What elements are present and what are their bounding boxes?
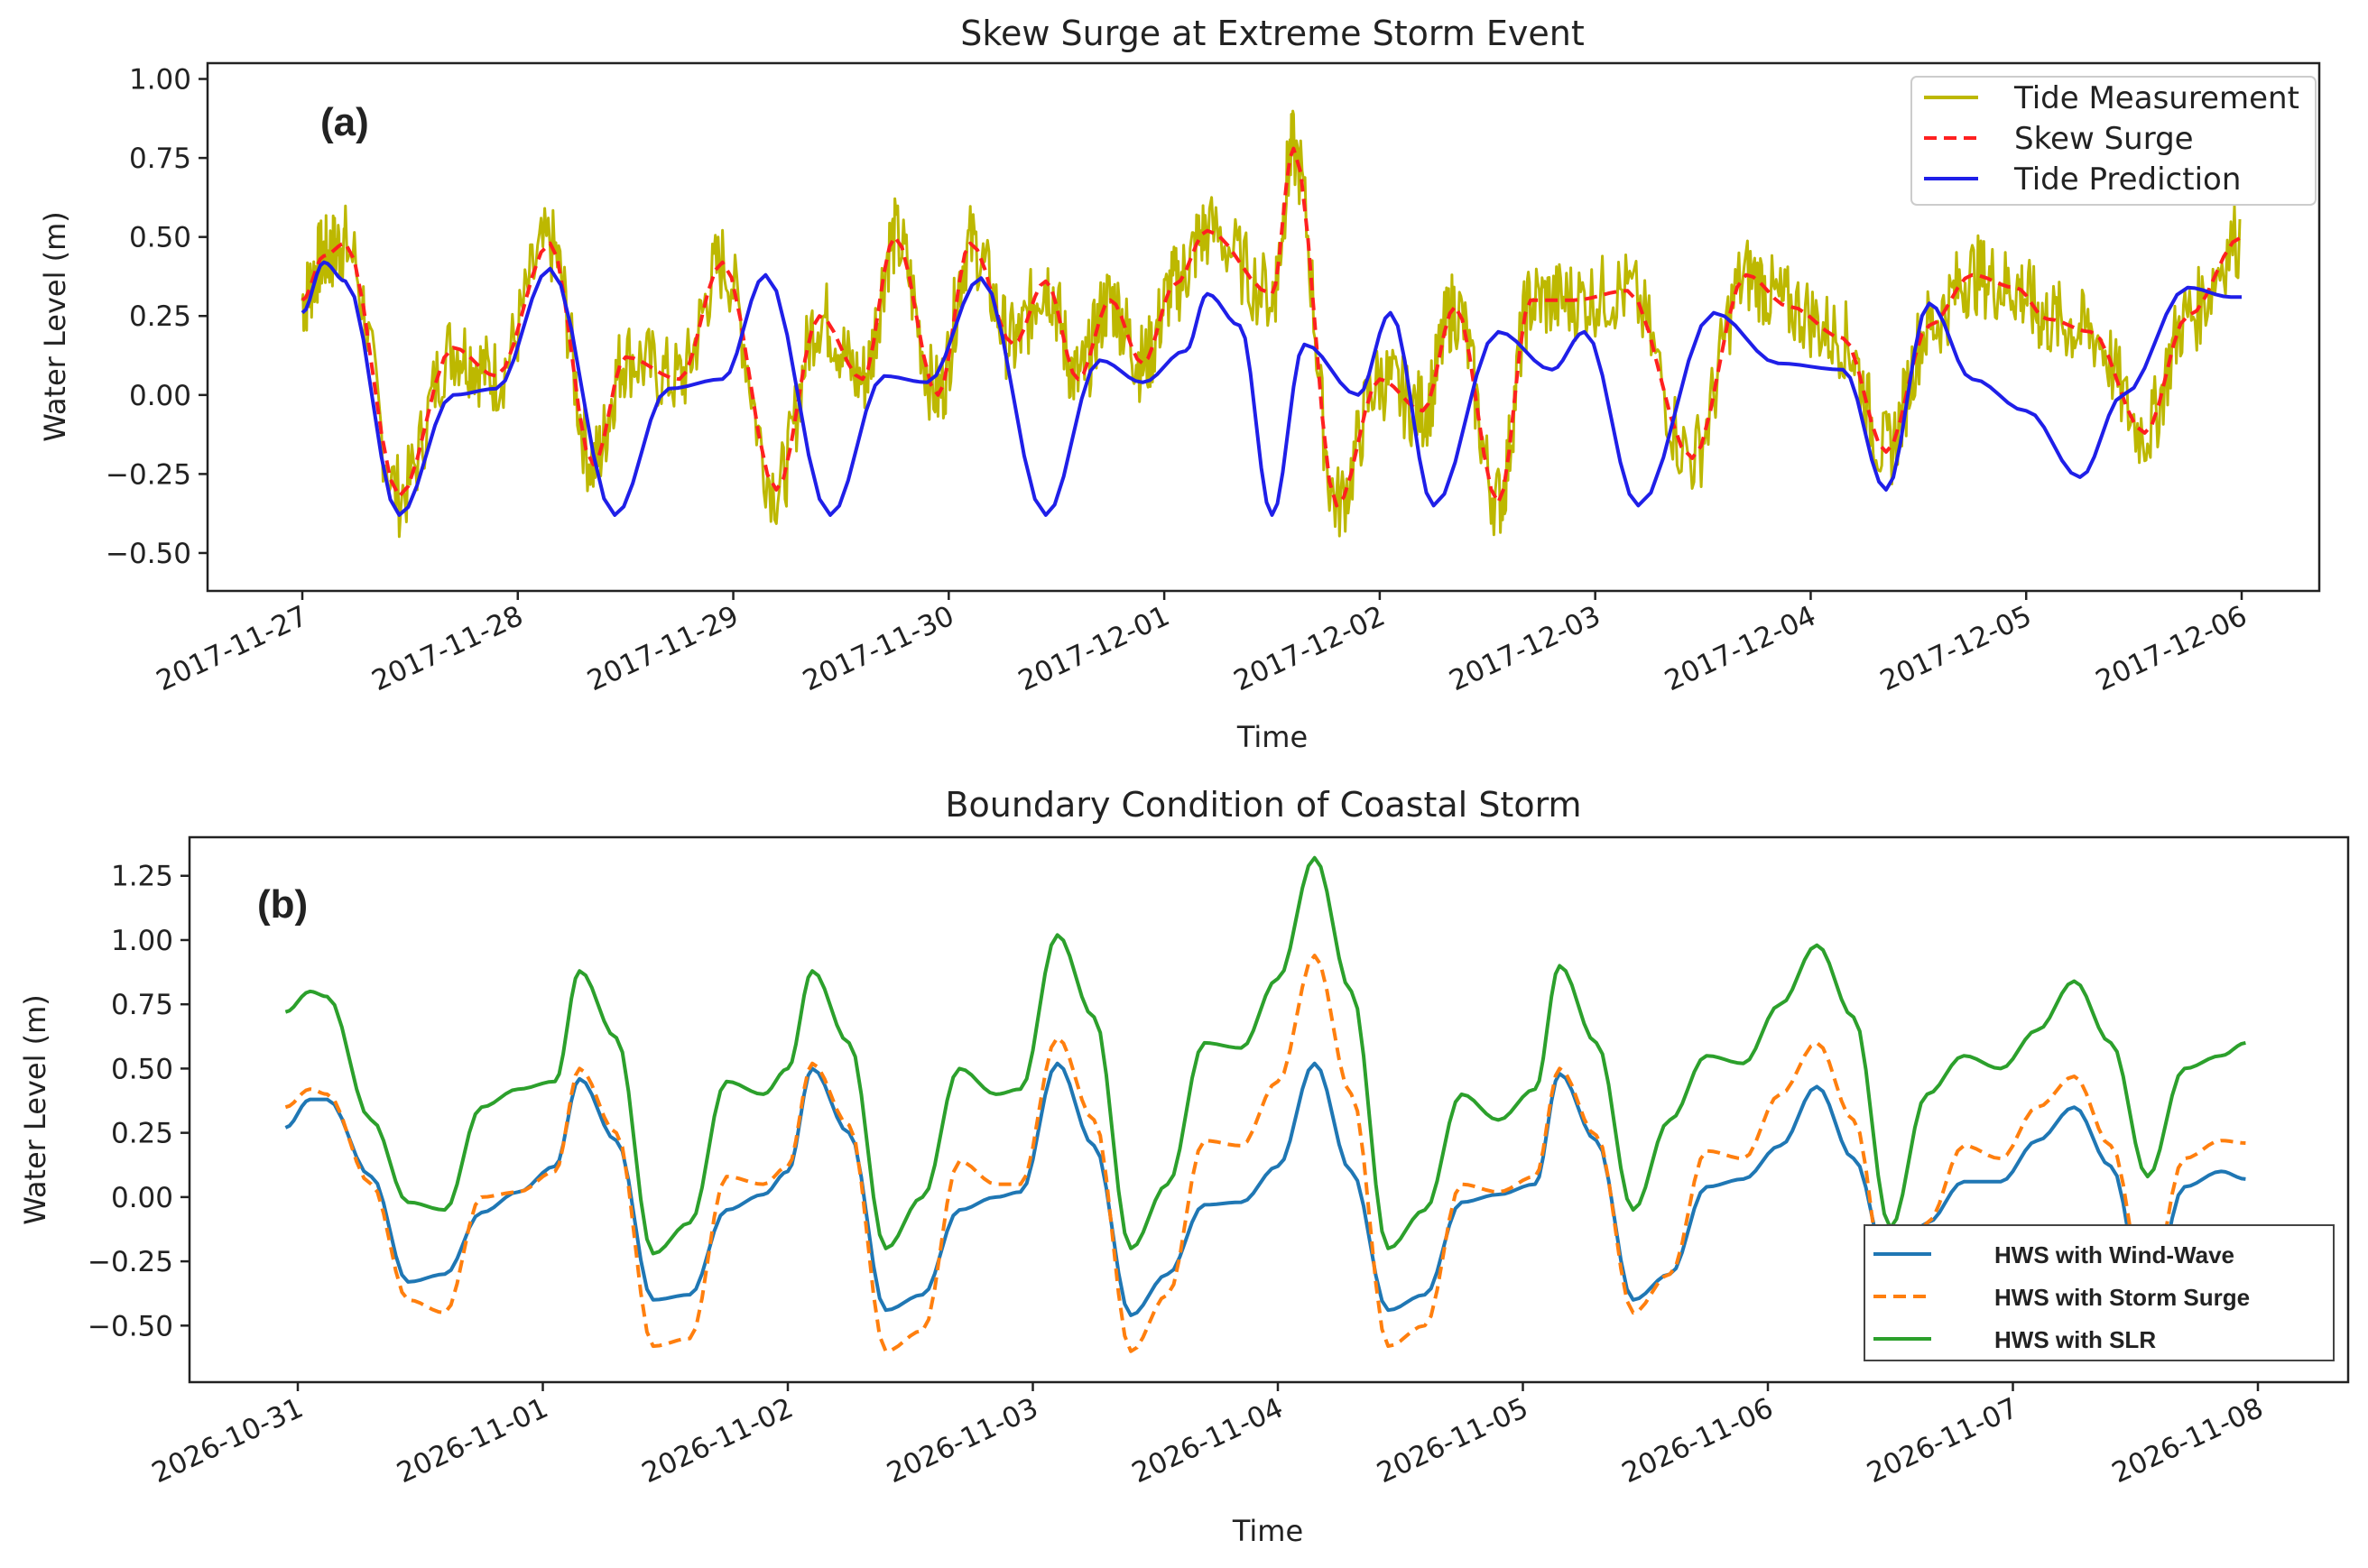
- panel-label: (b): [257, 882, 308, 927]
- legend-entry: HWS with SLR: [1994, 1326, 2156, 1353]
- panel-a-chart: Skew Surge at Extreme Storm Event (a) −0…: [38, 14, 2321, 754]
- y-tick-label: 1.00: [111, 925, 173, 957]
- y-tick-label: 0.75: [129, 143, 191, 175]
- y-tick-label: 1.00: [129, 64, 191, 97]
- legend-entry: HWS with Wind-Wave: [1994, 1241, 2234, 1268]
- legend-frame: [1864, 1224, 2335, 1361]
- x-tick-label: 2017-12-03: [1445, 600, 1606, 698]
- y-tick-label: 0.50: [129, 222, 191, 254]
- x-tick-label: 2026-11-07: [1862, 1392, 2023, 1490]
- legend-entry: Skew Surge: [2014, 121, 2194, 157]
- x-tick-label: 2026-11-05: [1372, 1392, 1533, 1490]
- x-tick-label: 2017-12-06: [2091, 600, 2252, 698]
- x-tick-label: 2026-11-06: [1617, 1392, 1779, 1490]
- x-tick-label: 2017-12-02: [1229, 600, 1391, 698]
- y-tick-label: −0.50: [106, 538, 191, 570]
- x-tick-label: 2017-12-01: [1013, 600, 1175, 698]
- x-tick-label: 2026-11-04: [1127, 1392, 1289, 1490]
- y-axis-label: Water Level (m): [38, 211, 72, 442]
- y-tick-label: −0.25: [106, 458, 191, 491]
- x-axis-label: Time: [1232, 1514, 1303, 1548]
- legend-entry: HWS with Storm Surge: [1994, 1284, 2250, 1311]
- y-tick-label: 0.00: [111, 1182, 173, 1214]
- y-tick-label: 0.25: [111, 1118, 173, 1150]
- x-tick-label: 2026-11-01: [392, 1392, 553, 1490]
- series-line-skew-surge: [301, 146, 2243, 508]
- panel-b-chart: Boundary Condition of Coastal Storm (b) …: [18, 785, 2350, 1548]
- plot-area: [301, 109, 2243, 539]
- y-tick-label: −0.50: [88, 1310, 173, 1342]
- y-tick-label: 0.75: [111, 989, 173, 1021]
- legend-entry: Tide Measurement: [2013, 80, 2299, 116]
- y-tick-label: 0.25: [129, 300, 191, 333]
- series-line-tide-measurement: [301, 109, 2242, 539]
- x-tick-label: 2017-12-05: [1875, 600, 2037, 698]
- series-line-hws-with-slr: [284, 855, 2246, 1256]
- x-axis: 2026-10-31 2026-11-01 2026-11-02 2026-11-03…: [147, 1382, 2269, 1490]
- x-tick-label: 2026-11-03: [882, 1392, 1043, 1490]
- y-tick-label: 1.25: [111, 861, 173, 893]
- x-tick-label: 2017-11-29: [582, 600, 744, 698]
- x-tick-label: 2026-10-31: [147, 1392, 309, 1490]
- x-tick-label: 2026-11-02: [637, 1392, 799, 1490]
- x-axis: 2017-11-27 2017-11-28 2017-11-29 2017-11-30…: [152, 591, 2252, 697]
- legend: HWS with Wind-Wave HWS with Storm Surge …: [1864, 1224, 2335, 1361]
- y-axis: −0.50 −0.25 0.00 0.25 0.50 0.75 1.00 1.25: [88, 861, 190, 1342]
- series-line-tide-prediction: [301, 260, 2242, 517]
- legend-frame: [1910, 76, 2317, 206]
- x-tick-label: 2017-11-28: [367, 600, 529, 698]
- panel-label: (a): [320, 100, 369, 144]
- plot-frame: [188, 835, 2350, 1384]
- y-axis-label: Water Level (m): [18, 994, 52, 1225]
- x-tick-label: 2026-11-08: [2107, 1392, 2269, 1490]
- plot-frame: [206, 61, 2321, 593]
- x-axis-label: Time: [1236, 720, 1308, 754]
- x-tick-label: 2017-11-27: [152, 600, 313, 698]
- y-axis: −0.50 −0.25 0.00 0.25 0.50 0.75 1.00: [106, 64, 208, 570]
- y-tick-label: −0.25: [88, 1246, 173, 1278]
- y-tick-label: 0.00: [129, 380, 191, 412]
- legend: Tide Measurement Skew Surge Tide Predict…: [1910, 76, 2317, 206]
- legend-entry: Tide Prediction: [2013, 161, 2241, 198]
- chart-title: Skew Surge at Extreme Storm Event: [960, 14, 1585, 53]
- chart-title: Boundary Condition of Coastal Storm: [945, 785, 1581, 825]
- x-tick-label: 2017-11-30: [798, 600, 959, 698]
- y-tick-label: 0.50: [111, 1053, 173, 1085]
- series-line-hws-with-storm-surge: [284, 954, 2246, 1353]
- x-tick-label: 2017-12-04: [1660, 600, 1821, 698]
